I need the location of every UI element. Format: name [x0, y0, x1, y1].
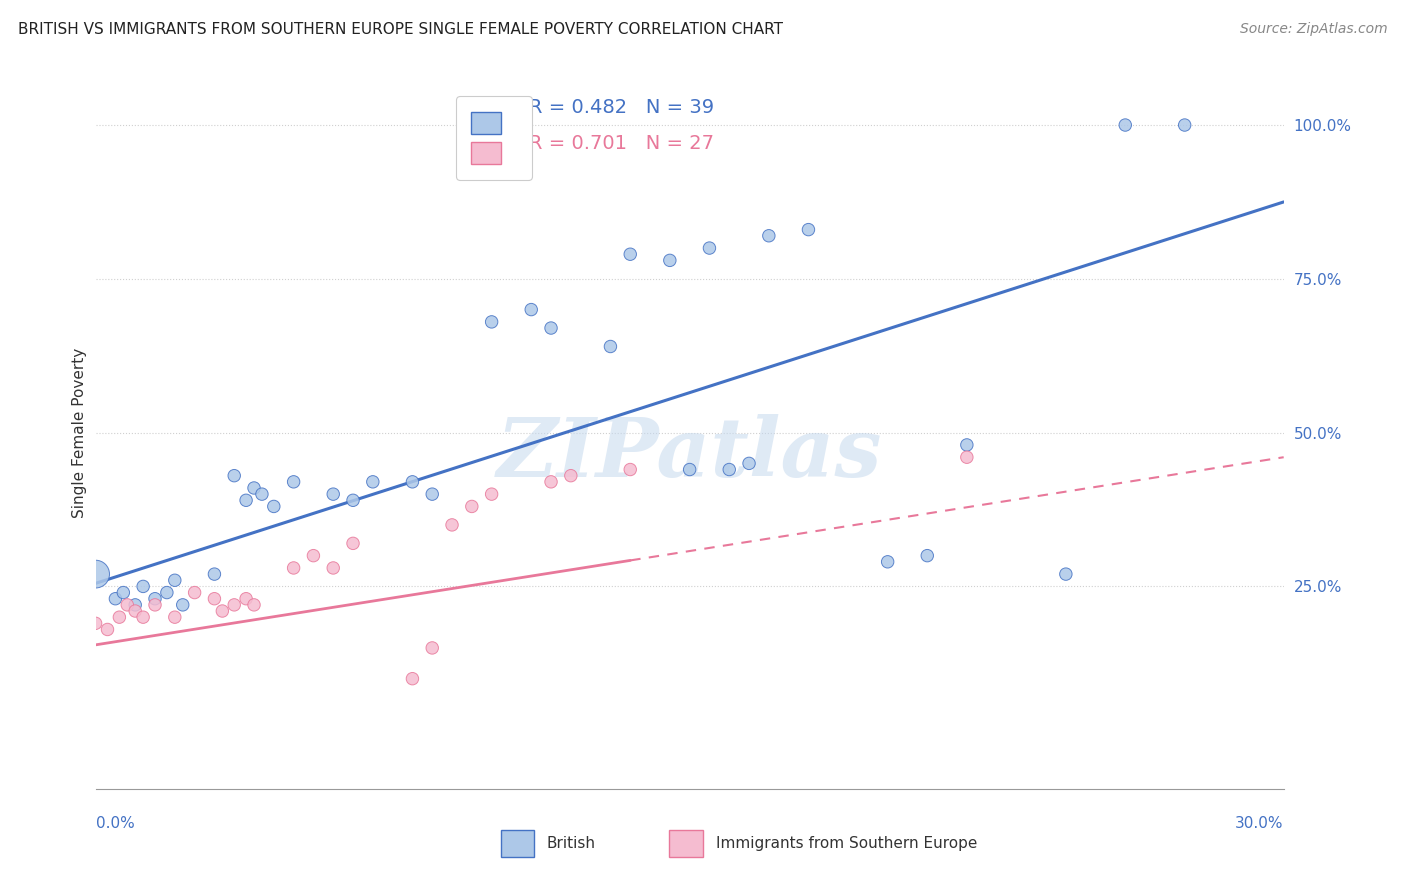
Legend: , : ,	[456, 96, 531, 180]
Point	[243, 598, 266, 612]
Point	[117, 598, 139, 612]
Text: 30.0%: 30.0%	[1236, 816, 1284, 830]
Text: Source: ZipAtlas.com: Source: ZipAtlas.com	[1240, 22, 1388, 37]
Point	[104, 591, 127, 606]
Point	[143, 598, 166, 612]
Point	[1114, 118, 1136, 132]
Point	[679, 462, 702, 476]
Point	[84, 567, 107, 582]
Point	[322, 561, 344, 575]
Point	[540, 475, 562, 489]
Point	[658, 253, 681, 268]
Point	[96, 623, 118, 637]
Point	[1174, 118, 1197, 132]
Point	[699, 241, 721, 255]
Point	[599, 339, 621, 353]
Point	[401, 475, 423, 489]
Point	[250, 487, 273, 501]
Text: British: British	[547, 836, 596, 851]
Point	[481, 315, 503, 329]
Text: R = 0.701   N = 27: R = 0.701 N = 27	[529, 134, 714, 153]
Point	[797, 222, 820, 236]
Point	[560, 468, 582, 483]
Point	[84, 616, 107, 631]
Point	[283, 561, 305, 575]
Point	[163, 610, 186, 624]
Point	[124, 598, 146, 612]
Point	[204, 591, 226, 606]
Point	[876, 555, 898, 569]
Point	[283, 475, 305, 489]
Point	[235, 493, 257, 508]
Text: BRITISH VS IMMIGRANTS FROM SOUTHERN EUROPE SINGLE FEMALE POVERTY CORRELATION CHA: BRITISH VS IMMIGRANTS FROM SOUTHERN EURO…	[18, 22, 783, 37]
Point	[204, 567, 226, 582]
Point	[540, 321, 562, 335]
Point	[172, 598, 194, 612]
Text: R = 0.482   N = 39: R = 0.482 N = 39	[529, 98, 714, 118]
Point	[461, 500, 484, 514]
Point	[738, 456, 761, 470]
Bar	[669, 830, 703, 857]
Point	[163, 574, 186, 588]
Point	[758, 228, 780, 243]
Point	[619, 462, 641, 476]
Point	[401, 672, 423, 686]
Point	[342, 536, 364, 550]
Text: Immigrants from Southern Europe: Immigrants from Southern Europe	[716, 836, 977, 851]
Y-axis label: Single Female Poverty: Single Female Poverty	[72, 348, 87, 517]
Point	[224, 598, 246, 612]
Point	[441, 517, 464, 532]
Point	[481, 487, 503, 501]
Point	[132, 610, 155, 624]
Text: 0.0%: 0.0%	[96, 816, 135, 830]
Point	[342, 493, 364, 508]
Point	[211, 604, 233, 618]
Point	[1054, 567, 1077, 582]
Point	[124, 604, 146, 618]
Point	[112, 585, 135, 599]
Point	[917, 549, 939, 563]
Point	[235, 591, 257, 606]
Text: ZIPatlas: ZIPatlas	[496, 414, 883, 494]
Point	[420, 487, 443, 501]
Point	[224, 468, 246, 483]
Point	[956, 438, 979, 452]
Point	[243, 481, 266, 495]
Point	[520, 302, 543, 317]
Point	[143, 591, 166, 606]
Point	[322, 487, 344, 501]
Point	[619, 247, 641, 261]
Point	[132, 579, 155, 593]
Point	[302, 549, 325, 563]
Point	[361, 475, 384, 489]
Point	[108, 610, 131, 624]
Point	[718, 462, 741, 476]
Point	[183, 585, 205, 599]
Point	[156, 585, 179, 599]
Point	[263, 500, 285, 514]
Point	[956, 450, 979, 465]
Bar	[501, 830, 534, 857]
Point	[420, 640, 443, 655]
